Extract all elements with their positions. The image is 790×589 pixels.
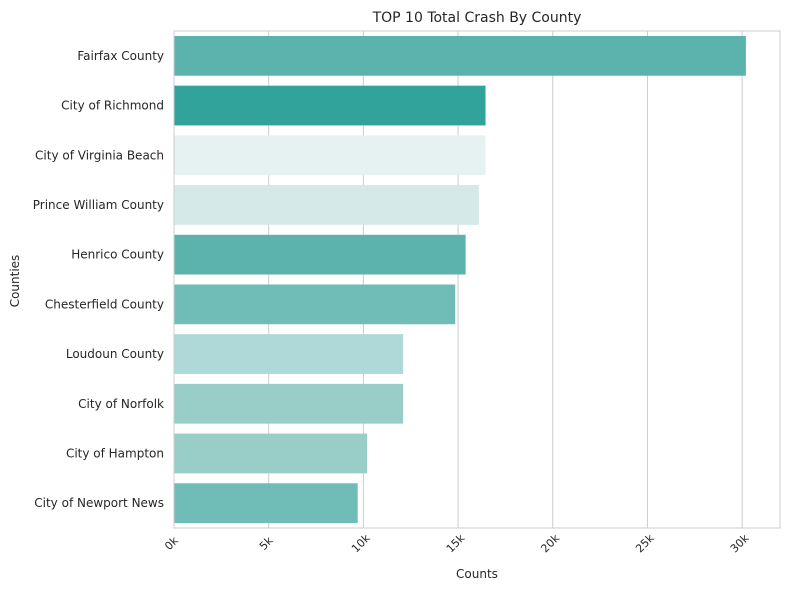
bars-group (174, 35, 746, 524)
x-tick-label: 15k (444, 531, 468, 555)
bar (174, 383, 404, 424)
x-tick-label: 25k (633, 531, 657, 555)
x-tick-labels: 0k 5k 10k 15k 20k 25k 30k (162, 531, 752, 555)
bar (174, 35, 746, 76)
x-tick-label: 0k (162, 534, 181, 553)
x-tick-label: 5k (257, 534, 276, 553)
x-tick-label: 30k (728, 531, 752, 555)
category-labels: Fairfax County City of Richmond City of Vi… (33, 49, 164, 510)
category-label: Fairfax County (77, 49, 164, 63)
category-label: Prince William County (33, 198, 164, 212)
bar (174, 234, 466, 275)
category-label: City of Norfolk (78, 397, 164, 411)
plot-frame (173, 30, 781, 529)
y-axis-label: Counties (8, 255, 22, 308)
category-label: Henrico County (71, 248, 164, 262)
category-label: Loudoun County (66, 347, 164, 361)
category-label: City of Virginia Beach (35, 148, 164, 162)
category-label: Chesterfield County (45, 297, 164, 311)
bar (174, 85, 486, 126)
category-label: City of Hampton (66, 446, 164, 460)
chart-title: TOP 10 Total Crash By County (372, 10, 582, 26)
bar (174, 135, 486, 176)
bar (174, 433, 368, 474)
bar (174, 483, 358, 524)
x-tick-label: 10k (349, 531, 373, 555)
category-label: City of Richmond (61, 99, 164, 113)
x-axis-label: Counts (456, 567, 498, 581)
bar (174, 185, 479, 225)
x-tick-label: 20k (538, 531, 562, 555)
bar (174, 284, 456, 325)
bar (174, 334, 404, 374)
category-label: City of Newport News (34, 496, 164, 510)
